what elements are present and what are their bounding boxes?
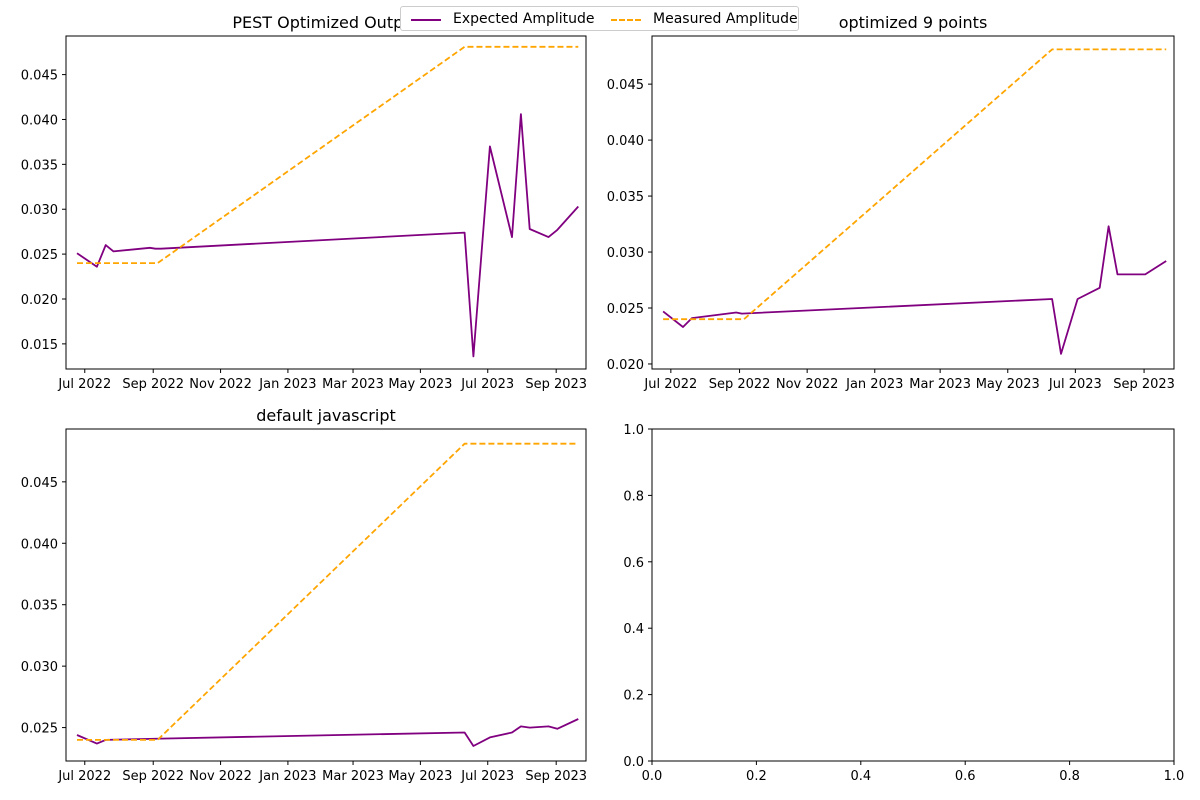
series-line-expected: [662, 225, 1167, 355]
chart-title: PEST Optimized Output: [232, 13, 419, 32]
x-tick-label: 0.2: [746, 769, 767, 784]
y-tick-label: 0.030: [607, 246, 644, 261]
x-tick-label: Sep 2023: [1113, 377, 1175, 392]
x-tick-label: Nov 2022: [776, 377, 839, 392]
y-tick-label: 0.2: [623, 689, 644, 704]
y-tick-label: 0.020: [21, 293, 58, 308]
y-tick-label: 0.020: [607, 358, 644, 373]
y-tick-label: 0.040: [21, 537, 58, 552]
series-line-measured: [663, 48, 1167, 321]
legend-label-measured: Measured Amplitude: [653, 11, 798, 27]
x-tick-label: Nov 2022: [189, 377, 252, 392]
y-tick-label: 0.8: [623, 489, 644, 504]
y-tick-label: 0.045: [21, 476, 58, 491]
y-tick-label: 1.0: [623, 423, 644, 438]
x-tick-label: 0.8: [1059, 769, 1080, 784]
x-tick-label: 1.0: [1164, 769, 1185, 784]
y-tick-label: 0.040: [21, 113, 58, 128]
y-tick-label: 0.035: [21, 599, 58, 614]
x-tick-label: May 2023: [388, 377, 452, 392]
axes-frame: [65, 35, 587, 370]
x-tick-label: Jan 2023: [258, 377, 316, 392]
x-tick-label: Mar 2023: [322, 769, 384, 784]
y-tick-label: 0.015: [21, 338, 58, 353]
chart-panel-3: Jul 2022 Sep 2022 Nov 2022 Jan 2023 Mar 2023…: [21, 406, 587, 784]
x-tick-label: Sep 2023: [525, 377, 587, 392]
series-line-measured: [77, 45, 579, 265]
y-tick-label: 0.035: [21, 158, 58, 173]
x-tick-label: Sep 2022: [122, 377, 184, 392]
x-tick-label: Jul 2022: [643, 377, 697, 392]
x-tick-label: Sep 2023: [525, 769, 587, 784]
y-tick-label: 0.035: [607, 190, 644, 205]
chart-panel-1: Jul 2022 Sep 2022 Nov 2022 Jan 2023 Mar 2023…: [21, 13, 587, 392]
y-tick-label: 0.025: [21, 722, 58, 737]
x-tick-label: Jul 2023: [1048, 377, 1102, 392]
chart-panel-4: 0.0 0.2 0.4 0.6 0.8 1.0 0.0 0.2 0.4 0.6 0.8 1.0: [623, 423, 1184, 784]
chart-title: default javascript: [256, 406, 396, 425]
legend: Expected Amplitude Measured Amplitude: [400, 6, 799, 31]
x-tick-label: Jan 2023: [258, 769, 316, 784]
chart-title: optimized 9 points: [839, 13, 988, 32]
series-line-measured: [77, 442, 579, 741]
y-tick-label: 0.025: [607, 302, 644, 317]
x-tick-label: Jan 2023: [845, 377, 903, 392]
x-tick-label: Sep 2022: [122, 769, 184, 784]
x-tick-label: Nov 2022: [189, 769, 252, 784]
y-tick-label: 0.030: [21, 203, 58, 218]
series-line-expected: [76, 718, 579, 747]
y-tick-label: 0.6: [623, 556, 644, 571]
x-tick-label: Jul 2023: [460, 377, 514, 392]
y-tick-label: 0.030: [21, 660, 58, 675]
x-tick-label: May 2023: [388, 769, 452, 784]
series-line-expected: [76, 113, 579, 358]
legend-label-expected: Expected Amplitude: [453, 11, 595, 27]
axes-frame: [651, 35, 1175, 370]
x-tick-label: Jul 2022: [57, 769, 111, 784]
y-tick-label: 0.0: [623, 755, 644, 770]
legend-swatch-expected: [411, 19, 441, 21]
x-tick-label: 0.0: [642, 769, 663, 784]
y-tick-label: 0.025: [21, 248, 58, 263]
x-tick-label: Jul 2023: [460, 769, 514, 784]
axes-frame: [65, 428, 587, 762]
x-tick-label: Mar 2023: [909, 377, 971, 392]
y-tick-label: 0.040: [607, 134, 644, 149]
y-tick-label: 0.045: [607, 78, 644, 93]
x-tick-label: 0.6: [955, 769, 976, 784]
legend-swatch-measured: [611, 19, 641, 21]
x-tick-label: Jul 2022: [57, 377, 111, 392]
axes-frame: [651, 428, 1175, 762]
x-tick-label: May 2023: [976, 377, 1040, 392]
y-tick-label: 0.4: [623, 622, 644, 637]
x-tick-label: Mar 2023: [322, 377, 384, 392]
chart-panel-2: Jul 2022 Sep 2022 Nov 2022 Jan 2023 Mar 2023…: [607, 13, 1175, 392]
y-tick-label: 0.045: [21, 69, 58, 84]
x-tick-label: 0.4: [850, 769, 871, 784]
x-tick-label: Sep 2022: [709, 377, 771, 392]
